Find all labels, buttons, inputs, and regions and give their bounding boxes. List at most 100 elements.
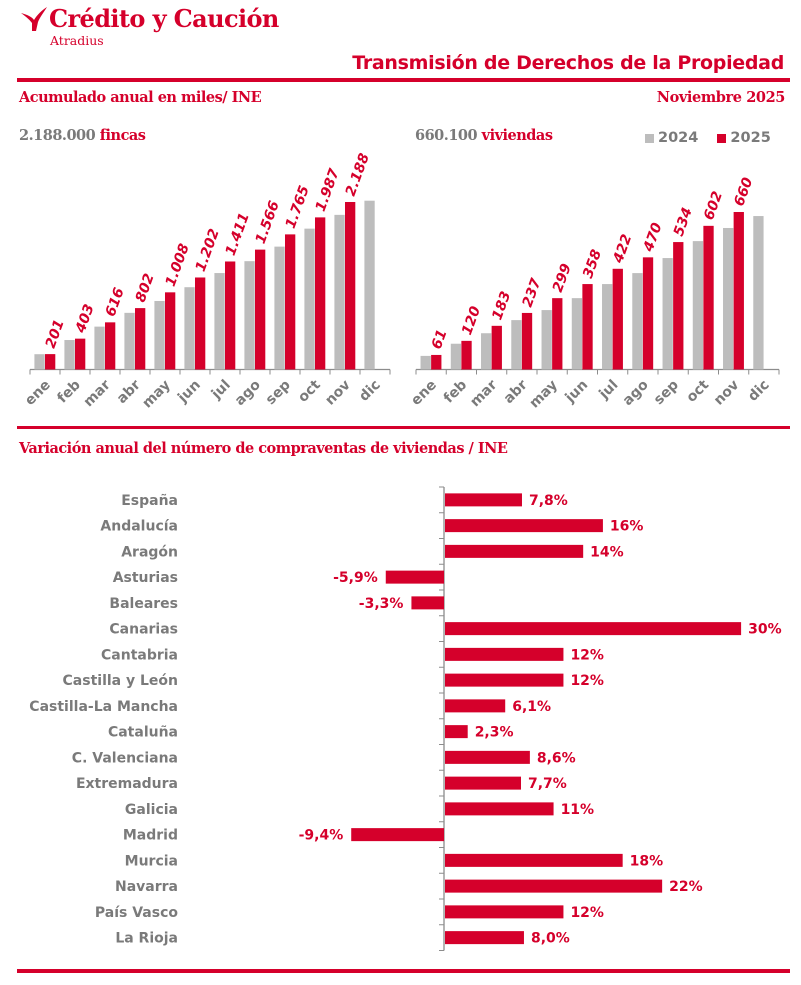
legend-swatch-2025 (717, 133, 727, 143)
bar-2025-feb (75, 338, 86, 370)
section-title-variation: Variación anual del número de compravent… (19, 440, 508, 457)
bar-2025-mar (105, 322, 116, 370)
bar-2024-sep (274, 246, 285, 370)
category-label-aragón: Aragón (121, 544, 178, 560)
bar-madrid (351, 828, 444, 842)
bar-la-rioja (445, 931, 524, 945)
bar-2024-dic (364, 200, 375, 370)
category-label-galicia: Galicia (125, 802, 178, 818)
report-period: Noviembre 2025 (656, 89, 786, 106)
data-label-ene: 61 (429, 328, 451, 352)
category-label-país-vasco: País Vasco (95, 905, 178, 921)
data-label-madrid: -9,4% (299, 828, 344, 844)
bar-castilla-la-mancha (445, 699, 506, 713)
x-tick-label-sep: sep (263, 377, 294, 408)
bar-país-vasco (445, 905, 564, 919)
x-tick-label-jun: jun (562, 377, 592, 407)
x-tick-label-ene: ene (22, 377, 54, 409)
bar-2025-nov (345, 202, 356, 370)
category-label-cantabria: Cantabria (101, 647, 178, 663)
data-label-castilla-la-mancha: 6,1% (512, 699, 551, 715)
bar-2024-oct (304, 228, 315, 370)
x-tick-label-nov: nov (711, 377, 743, 409)
legend-item-2024: 2024 (645, 130, 698, 146)
data-label-galicia: 11% (561, 802, 595, 818)
kpi-fincas: 2.188.000 fincas (19, 127, 146, 144)
x-tick-label-ago: ago (232, 377, 264, 409)
section-title-accumulated: Acumulado anual en miles/ INE (19, 89, 262, 106)
data-label-murcia: 18% (630, 853, 664, 869)
x-tick-label-ene: ene (408, 377, 440, 409)
kpi-viviendas-value: 660.100 (415, 127, 478, 144)
bar-2024-ago (632, 273, 643, 370)
section-divider (17, 426, 790, 429)
data-label-feb: 403 (72, 302, 97, 336)
bar-2024-jul (214, 273, 225, 370)
bar-andalucía (445, 519, 603, 533)
data-label-abr: 237 (520, 276, 545, 309)
bar-asturias (385, 570, 444, 584)
kpi-viviendas: 660.100 viviendas (415, 127, 553, 144)
header-divider (17, 78, 790, 82)
x-tick-label-may: may (139, 377, 173, 411)
x-tick-label-jul: jul (208, 377, 234, 403)
data-label-nov: 2.188 (343, 151, 373, 198)
bar-españa (445, 493, 522, 507)
data-label-extremadura: 7,7% (528, 776, 567, 792)
bar-2024-ago (244, 261, 255, 370)
category-label-españa: España (121, 493, 178, 509)
x-tick-label-feb: feb (441, 377, 470, 406)
bar-2025-abr (135, 308, 146, 370)
data-label-jun: 358 (580, 247, 605, 280)
data-label-jun: 1.202 (193, 227, 223, 274)
bar-galicia (445, 802, 554, 816)
x-tick-label-dic: dic (356, 377, 384, 405)
data-label-may: 1.008 (163, 241, 193, 288)
x-tick-label-nov: nov (322, 377, 354, 409)
kpi-viviendas-unit: viviendas (481, 127, 553, 144)
legend-swatch-2024 (645, 133, 654, 143)
data-label-oct: 602 (701, 189, 726, 222)
data-label-canarias: 30% (748, 622, 782, 638)
column-chart-fincas: 201 ene 403 feb 616 mar 802 abr 1.008 may 1.202 jun… (22, 151, 391, 411)
data-label-abr: 802 (133, 272, 158, 305)
brand-subtitle: Atradius (50, 33, 104, 48)
x-tick-label-oct: oct (683, 377, 712, 406)
data-label-jul: 422 (610, 232, 635, 266)
bar-2024-jun (571, 298, 583, 370)
category-label-madrid: Madrid (123, 828, 178, 844)
category-label-c-valenciana: C. Valenciana (72, 750, 178, 766)
data-label-castilla-y-león: 12% (570, 673, 604, 689)
data-label-c-valenciana: 8,6% (537, 750, 576, 766)
data-label-asturias: -5,9% (333, 570, 378, 586)
category-label-extremadura: Extremadura (76, 776, 178, 792)
category-label-castilla-la-mancha: Castilla-La Mancha (29, 699, 178, 715)
data-label-sep: 1.765 (283, 183, 313, 230)
bar-2025-sep (285, 234, 296, 370)
bar-2024-mar (94, 326, 105, 370)
x-tick-label-feb: feb (54, 377, 83, 406)
bar-2024-may (541, 310, 552, 370)
x-tick-label-jun: jun (174, 377, 204, 407)
bar-2025-oct (703, 225, 714, 370)
category-label-asturias: Asturias (113, 570, 178, 586)
bar-2025-oct (315, 217, 326, 370)
bar-murcia (445, 853, 623, 867)
bar-2025-jul (612, 268, 623, 370)
category-label-andalucía: Andalucía (100, 519, 178, 535)
brand-name: Crédito y Caución (49, 4, 279, 33)
x-tick-label-jul: jul (596, 377, 622, 403)
x-tick-label-oct: oct (295, 377, 324, 406)
data-label-oct: 1.987 (313, 166, 343, 213)
bar-2025-ene (45, 354, 56, 370)
legend-item-2025: 2025 (717, 130, 771, 146)
data-label-españa: 7,8% (529, 493, 568, 509)
bar-2025-mar (491, 325, 502, 370)
legend-label-2024: 2024 (658, 130, 699, 146)
bar-castilla-y-león (445, 673, 564, 687)
x-tick-label-dic: dic (745, 377, 773, 405)
bar-2024-jul (602, 284, 613, 370)
bar-2024-feb (64, 340, 75, 370)
x-tick-label-may: may (526, 377, 560, 411)
